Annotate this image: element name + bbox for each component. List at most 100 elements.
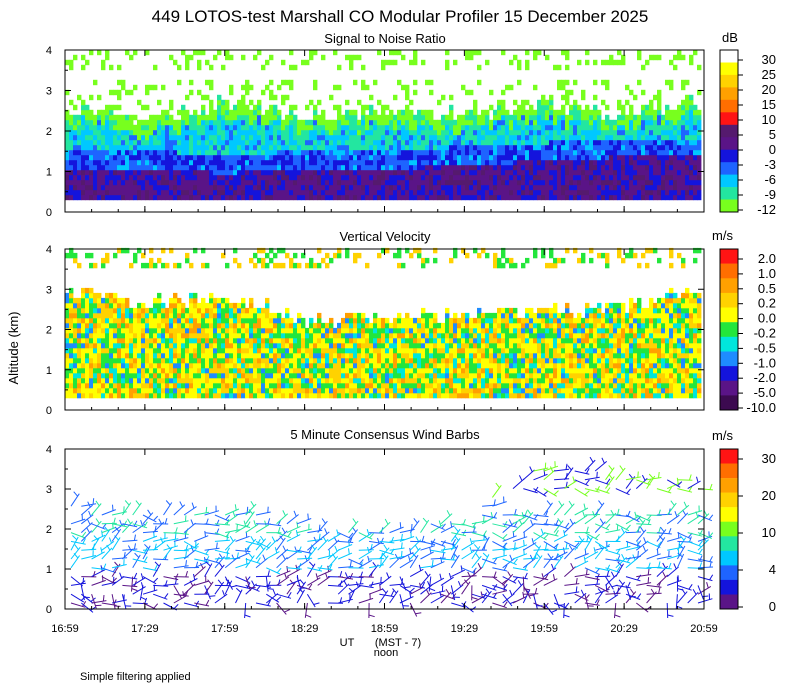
heatmap-cell (217, 189, 222, 196)
heatmap-cell (373, 322, 378, 329)
heatmap-cell (397, 377, 402, 384)
heatmap-cell (541, 184, 546, 191)
heatmap-cell (377, 99, 382, 106)
heatmap-cell (161, 139, 166, 146)
heatmap-cell (381, 154, 386, 161)
heatmap-cell (185, 367, 190, 374)
heatmap-cell (189, 54, 194, 61)
heatmap-cell (377, 184, 382, 191)
heatmap-cell (221, 367, 226, 374)
heatmap-cell (357, 332, 362, 339)
heatmap-cell (329, 357, 334, 364)
heatmap-cell (145, 149, 150, 156)
heatmap-cell (257, 184, 262, 191)
heatmap-cell (265, 119, 270, 126)
heatmap-cell (585, 134, 590, 141)
heatmap-cell (281, 169, 286, 176)
heatmap-cell (573, 139, 578, 146)
heatmap-cell (137, 362, 142, 369)
heatmap-cell (697, 109, 702, 116)
heatmap-cell (85, 154, 90, 161)
heatmap-cell (657, 104, 662, 111)
heatmap-cell (89, 347, 94, 354)
heatmap-cell (349, 327, 354, 334)
heatmap-cell (265, 154, 270, 161)
heatmap-cell (417, 322, 422, 329)
heatmap-cell (285, 94, 290, 101)
heatmap-cell (593, 129, 598, 136)
heatmap-cell (469, 149, 474, 156)
heatmap-cell (133, 357, 138, 364)
heatmap-cell (585, 119, 590, 126)
heatmap-cell (393, 347, 398, 354)
heatmap-cell (309, 154, 314, 161)
heatmap-cell (549, 124, 554, 131)
heatmap-cell (641, 169, 646, 176)
heatmap-cell (569, 114, 574, 121)
heatmap-cell (109, 302, 114, 309)
heatmap-cell (193, 392, 198, 399)
heatmap-cell (377, 337, 382, 344)
heatmap-cell (69, 337, 74, 344)
heatmap-cell (597, 189, 602, 196)
heatmap-cell (677, 129, 682, 136)
heatmap-cell (485, 144, 490, 151)
heatmap-cell (417, 342, 422, 349)
heatmap-cell (301, 159, 306, 166)
heatmap-cell (185, 322, 190, 329)
heatmap-cell (237, 382, 242, 389)
heatmap-cell (329, 154, 334, 161)
heatmap-cell (685, 169, 690, 176)
heatmap-cell (209, 109, 214, 116)
heatmap-cell (153, 332, 158, 339)
heatmap-cell (233, 337, 238, 344)
heatmap-cell (157, 362, 162, 369)
heatmap-cell (205, 179, 210, 186)
heatmap-cell (637, 129, 642, 136)
heatmap-cell (145, 307, 150, 314)
heatmap-cell (121, 139, 126, 146)
heatmap-cell (385, 392, 390, 399)
heatmap-cell (197, 332, 202, 339)
heatmap-cell (273, 189, 278, 196)
heatmap-cell (169, 194, 174, 201)
heatmap-cell (137, 317, 142, 324)
heatmap-cell (277, 377, 282, 384)
heatmap-cell (469, 54, 474, 61)
heatmap-cell (393, 357, 398, 364)
heatmap-cell (621, 194, 626, 201)
heatmap-cell (241, 372, 246, 379)
heatmap-cell (173, 124, 178, 131)
heatmap-cell (253, 134, 258, 141)
heatmap-cell (89, 154, 94, 161)
heatmap-cell (337, 342, 342, 349)
heatmap-cell (217, 49, 222, 56)
heatmap-cell (637, 179, 642, 186)
heatmap-cell (249, 377, 254, 384)
heatmap-cell (389, 49, 394, 56)
heatmap-cell (637, 164, 642, 171)
heatmap-cell (569, 129, 574, 136)
heatmap-cell (405, 392, 410, 399)
heatmap-cell (653, 174, 658, 181)
heatmap-cell (669, 164, 674, 171)
heatmap-cell (605, 154, 610, 161)
heatmap-cell (293, 357, 298, 364)
heatmap-cell (513, 124, 518, 131)
heatmap-cell (673, 134, 678, 141)
heatmap-cell (185, 149, 190, 156)
heatmap-cell (381, 59, 386, 66)
heatmap-cell (665, 109, 670, 116)
heatmap-cell (465, 109, 470, 116)
heatmap-cell (685, 179, 690, 186)
heatmap-cell (273, 124, 278, 131)
heatmap-cell (245, 109, 250, 116)
heatmap-cell (97, 302, 102, 309)
heatmap-cell (697, 89, 702, 96)
heatmap-cell (269, 367, 274, 374)
heatmap-cell (201, 94, 206, 101)
heatmap-cell (129, 114, 134, 121)
heatmap-cell (493, 194, 498, 201)
heatmap-cell (489, 174, 494, 181)
heatmap-cell (501, 164, 506, 171)
